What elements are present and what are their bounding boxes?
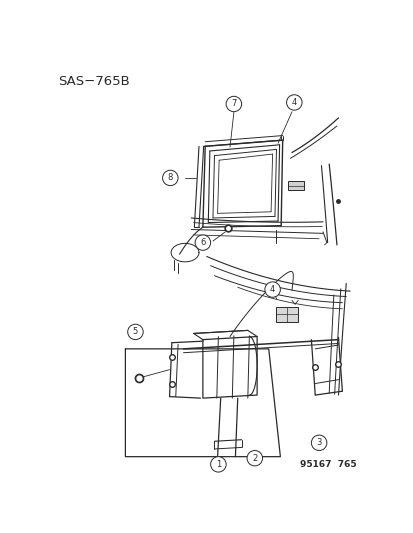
Circle shape	[195, 235, 210, 251]
Text: 4: 4	[269, 285, 275, 294]
Circle shape	[247, 450, 262, 466]
Circle shape	[311, 435, 326, 450]
Text: 1: 1	[215, 460, 221, 469]
Bar	[287, 181, 303, 190]
Text: 6: 6	[200, 238, 205, 247]
Circle shape	[210, 457, 225, 472]
Text: SAS−765B: SAS−765B	[58, 75, 129, 88]
Text: 5: 5	[133, 327, 138, 336]
Circle shape	[286, 95, 301, 110]
Text: 3: 3	[316, 438, 321, 447]
Text: 4: 4	[291, 98, 296, 107]
Circle shape	[162, 170, 178, 185]
Text: 7: 7	[230, 100, 236, 109]
Circle shape	[264, 282, 280, 297]
Bar	[276, 306, 297, 322]
Text: 2: 2	[252, 454, 257, 463]
Circle shape	[225, 96, 241, 112]
Text: 8: 8	[167, 173, 173, 182]
Text: 95167  765: 95167 765	[299, 460, 356, 469]
Circle shape	[127, 324, 143, 340]
